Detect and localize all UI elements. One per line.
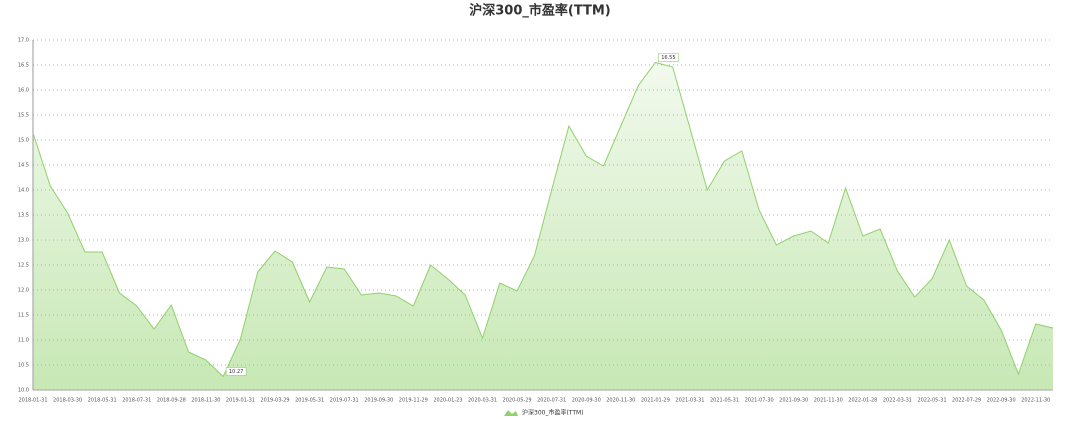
x-tick-label: 2021-07-30 (745, 398, 774, 404)
y-tick-label: 17.0 (18, 38, 29, 44)
value-label-box (658, 53, 679, 62)
x-tick-label: 2018-07-31 (122, 398, 151, 404)
x-tick-label: 2021-05-31 (710, 398, 739, 404)
y-tick-label: 10.0 (18, 388, 29, 394)
legend-icon (504, 410, 518, 416)
y-tick-label: 13.5 (18, 213, 29, 219)
x-tick-label: 2020-09-30 (572, 398, 601, 404)
y-tick-label: 11.5 (18, 313, 29, 319)
y-tick-label: 11.0 (18, 338, 29, 344)
x-tick-label: 2022-01-28 (848, 398, 877, 404)
x-tick-label: 2019-07-31 (330, 398, 359, 404)
x-tick-label: 2019-05-31 (295, 398, 324, 404)
x-tick-label: 2019-09-30 (364, 398, 393, 404)
x-tick-label: 2018-01-31 (18, 398, 47, 404)
y-tick-label: 12.5 (18, 263, 29, 269)
x-tick-label: 2021-01-29 (641, 398, 670, 404)
y-tick-label: 14.5 (18, 163, 29, 169)
x-tick-label: 2020-07-31 (537, 398, 566, 404)
y-tick-label: 15.0 (18, 138, 29, 144)
x-tick-label: 2019-01-31 (226, 398, 255, 404)
x-tick-label: 2021-11-30 (814, 398, 843, 404)
chart-title: 沪深300_市盈率(TTM) (469, 3, 611, 19)
value-label: 16.55 (661, 55, 675, 61)
x-tick-label: 2018-03-30 (53, 398, 82, 404)
legend-label: 沪深300_市盈率(TTM) (522, 409, 584, 417)
y-tick-label: 12.0 (18, 288, 29, 294)
line (32, 61, 1054, 378)
y-tick-label: 15.5 (18, 113, 29, 119)
x-tick-label: 2021-09-30 (779, 398, 808, 404)
x-tick-label: 2019-11-29 (399, 398, 428, 404)
y-tick-label: 16.5 (18, 63, 29, 69)
value-label-box (225, 367, 247, 376)
area (33, 62, 1053, 390)
x-tick-label: 2022-11-30 (1021, 398, 1050, 404)
y-tick-label: 14.0 (18, 188, 29, 194)
x-tick-label: 2021-03-31 (675, 398, 704, 404)
x-tick-label: 2022-03-31 (883, 398, 912, 404)
x-tick-label: 2020-01-23 (433, 398, 462, 404)
value-label: 10.27 (229, 369, 243, 375)
x-tick-label: 2018-09-28 (157, 398, 186, 404)
x-tick-label: 2022-05-31 (917, 398, 946, 404)
y-tick-label: 13.0 (18, 238, 29, 244)
x-tick-label: 2020-03-31 (468, 398, 497, 404)
x-tick-label: 2020-11-30 (606, 398, 635, 404)
x-tick-label: 2018-05-31 (88, 398, 117, 404)
y-tick-label: 16.0 (18, 88, 29, 94)
x-tick-label: 2018-11-30 (191, 398, 220, 404)
x-tick-label: 2020-05-29 (503, 398, 532, 404)
x-tick-label: 2022-07-29 (952, 398, 981, 404)
x-tick-label: 2022-09-30 (987, 398, 1016, 404)
y-tick-label: 10.5 (18, 363, 29, 369)
x-tick-label: 2019-03-29 (261, 398, 290, 404)
